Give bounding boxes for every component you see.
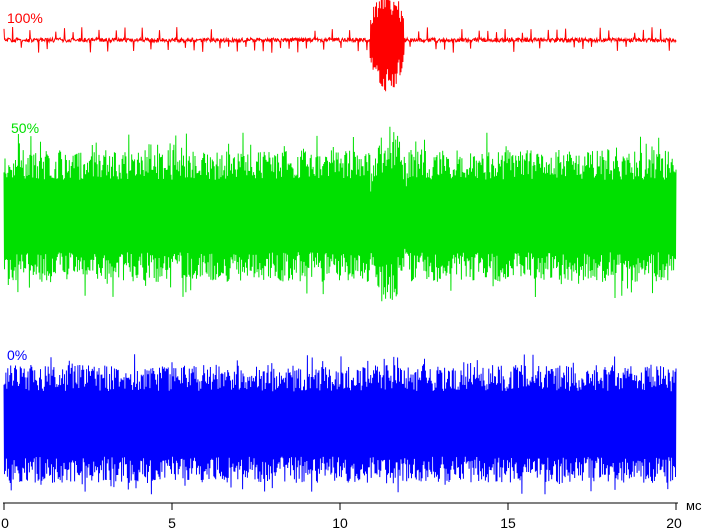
series-label-100: 100% — [7, 10, 43, 26]
x-axis: 0 5 10 15 20 мс — [1, 498, 702, 530]
x-tick-label-2: 10 — [332, 515, 348, 530]
x-axis-ticks: 0 5 10 15 20 — [1, 503, 682, 530]
series-line-100pct — [3, 0, 677, 92]
x-axis-unit-label: мс — [686, 498, 702, 513]
x-tick-label-0: 0 — [1, 515, 9, 530]
series-label-0: 0% — [7, 347, 28, 363]
series-line-50pct — [3, 126, 677, 302]
traces — [3, 0, 677, 495]
series-line-0pct — [3, 354, 677, 495]
x-tick-label-1: 5 — [168, 515, 176, 530]
series-label-50: 50% — [11, 120, 40, 136]
x-tick-label-3: 15 — [500, 515, 516, 530]
x-tick-label-4: 20 — [666, 515, 682, 530]
